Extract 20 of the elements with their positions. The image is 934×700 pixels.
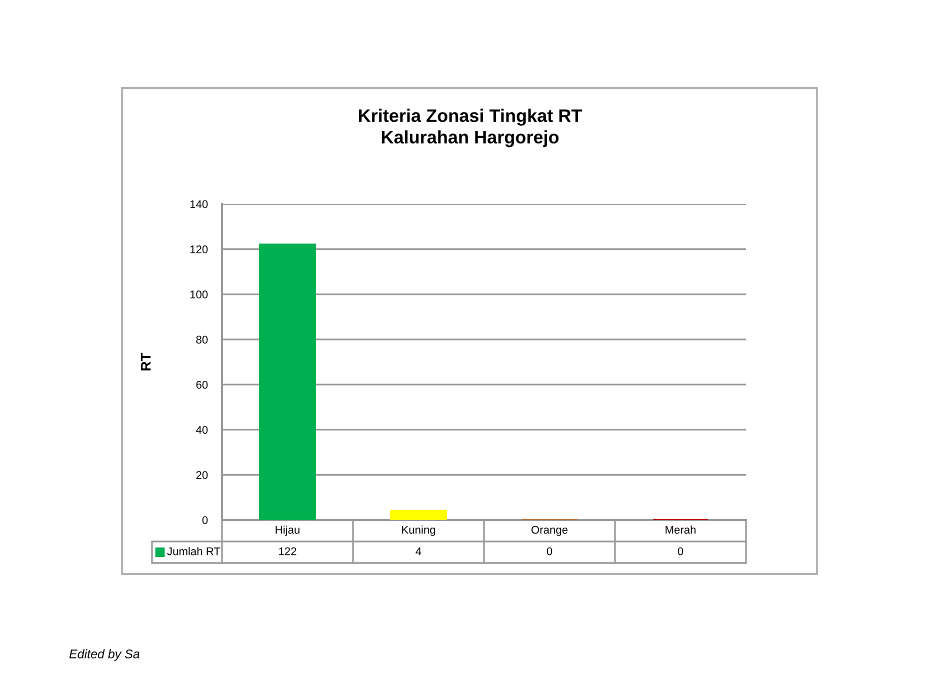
y-tick-label: 80 [196,336,208,344]
x-tick-label: Hijau [276,526,300,536]
y-tick-label: 140 [190,200,208,208]
data-label: 4 [416,547,422,556]
x-tick-label: Kuning [402,526,436,536]
y-axis-title: RT [141,352,151,370]
x-tick-label: Merah [666,526,696,534]
data-label: 0 [678,547,684,556]
y-tick-label: 100 [190,290,208,298]
data-label: 122 [279,547,296,556]
legend-label: Jumlah RT [167,547,220,556]
y-tick-label: 0 [202,516,208,524]
chart-title: Kriteria Zonasi Tingkat RT Kalurahan Hargorejo [359,108,582,148]
y-tick-label: 120 [190,245,208,254]
y-tick-label: 20 [196,471,208,479]
text: Edited by Sa [69,649,140,661]
y-tick-label: 60 [196,380,208,389]
data-label: 0 [546,547,552,556]
x-tick-label: Orange [531,526,568,536]
y-tick-label: 40 [196,426,208,434]
